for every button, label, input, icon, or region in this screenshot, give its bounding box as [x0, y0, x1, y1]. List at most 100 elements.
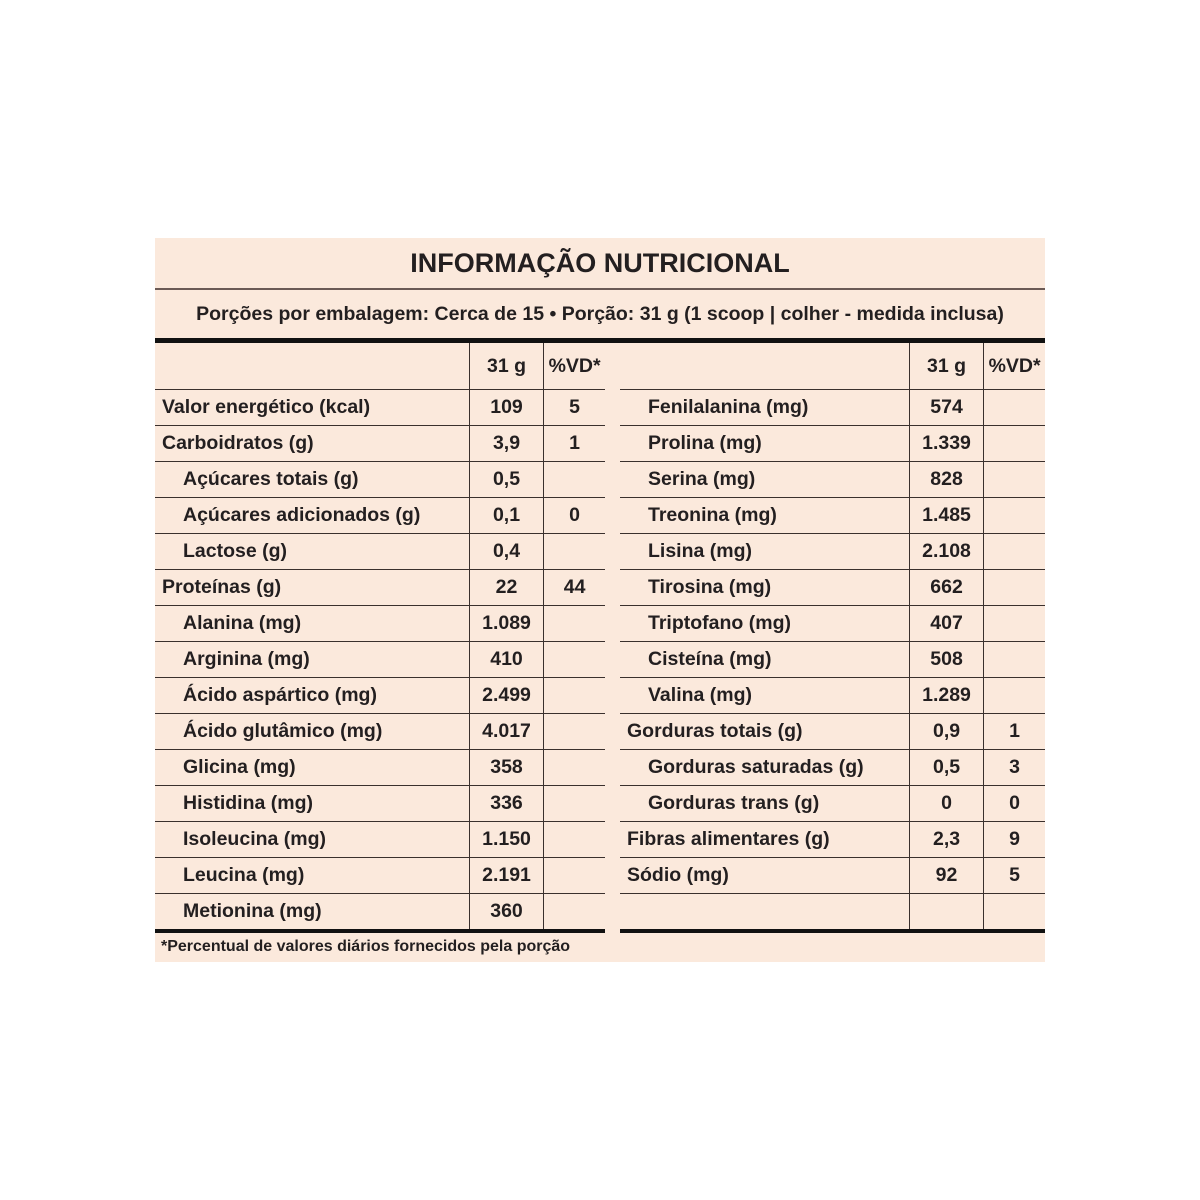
table-row: Tirosina (mg) 662 — [620, 569, 1045, 606]
nutrient-label: Açúcares adicionados (g) — [155, 497, 470, 534]
nutrient-vd — [543, 857, 605, 894]
nutrient-label: Lactose (g) — [155, 533, 470, 570]
table-row: Lisina (mg) 2.108 — [620, 533, 1045, 570]
header-row: 31 g %VD* — [620, 343, 1045, 390]
nutrient-vd — [543, 677, 605, 714]
table-row: Alanina (mg) 1.089 — [155, 605, 605, 642]
nutrition-table-right: 31 g %VD* Fenilalanina (mg) 574 Prolina (mg)… — [620, 343, 1045, 933]
table-row: Carboidratos (g) 3,9 1 — [155, 425, 605, 462]
nutrient-amount: 410 — [468, 641, 544, 678]
panel-title: INFORMAÇÃO NUTRICIONAL — [155, 238, 1045, 290]
nutrient-amount: 1.339 — [908, 425, 984, 462]
nutrient-vd — [983, 497, 1045, 534]
nutrient-amount: 1.150 — [468, 821, 544, 858]
nutrient-amount: 358 — [468, 749, 544, 786]
table-row: Ácido aspártico (mg) 2.499 — [155, 677, 605, 714]
nutrient-label: Leucina (mg) — [155, 857, 470, 894]
nutrient-vd — [983, 533, 1045, 570]
table-row: Gorduras totais (g) 0,9 1 — [620, 713, 1045, 750]
table-row: Fenilalanina (mg) 574 — [620, 389, 1045, 426]
nutrient-amount: 3,9 — [468, 425, 544, 462]
nutrient-vd: 1 — [543, 425, 605, 462]
header-row: 31 g %VD* — [155, 343, 605, 390]
nutrient-label: Treonina (mg) — [620, 497, 910, 534]
table-row: Treonina (mg) 1.485 — [620, 497, 1045, 534]
nutrient-label: Fenilalanina (mg) — [620, 389, 910, 426]
nutrient-label: Ácido aspártico (mg) — [155, 677, 470, 714]
nutrient-amount: 1.485 — [908, 497, 984, 534]
nutrient-amount: 0,4 — [468, 533, 544, 570]
nutrient-label: Gorduras trans (g) — [620, 785, 910, 822]
header-label — [155, 343, 470, 390]
nutrient-amount: 92 — [908, 857, 984, 894]
header-vd: %VD* — [543, 343, 605, 390]
nutrient-amount: 2.108 — [908, 533, 984, 570]
header-label — [620, 343, 910, 390]
nutrient-vd — [983, 569, 1045, 606]
table-row: Serina (mg) 828 — [620, 461, 1045, 498]
nutrient-vd: 0 — [543, 497, 605, 534]
nutrient-label: Gorduras saturadas (g) — [620, 749, 910, 786]
nutrient-amount: 0,1 — [468, 497, 544, 534]
nutrient-label: Sódio (mg) — [620, 857, 910, 894]
table-row: Ácido glutâmico (mg) 4.017 — [155, 713, 605, 750]
nutrient-label: Cisteína (mg) — [620, 641, 910, 678]
nutrient-vd: 3 — [983, 749, 1045, 786]
table-row: Lactose (g) 0,4 — [155, 533, 605, 570]
nutrient-label: Glicina (mg) — [155, 749, 470, 786]
nutrient-amount: 662 — [908, 569, 984, 606]
nutrient-amount: 109 — [468, 389, 544, 426]
nutrient-amount: 1.289 — [908, 677, 984, 714]
nutrient-amount: 828 — [908, 461, 984, 498]
nutrient-label: Proteínas (g) — [155, 569, 470, 606]
nutrient-amount: 0,5 — [468, 461, 544, 498]
nutrient-label: Alanina (mg) — [155, 605, 470, 642]
nutrient-amount: 360 — [468, 893, 544, 933]
header-vd: %VD* — [983, 343, 1045, 390]
nutrient-vd — [983, 677, 1045, 714]
nutrient-label: Gorduras totais (g) — [620, 713, 910, 750]
table-row: Cisteína (mg) 508 — [620, 641, 1045, 678]
nutrient-vd: 0 — [983, 785, 1045, 822]
nutrient-vd: 9 — [983, 821, 1045, 858]
footnote: *Percentual de valores diários fornecido… — [161, 938, 571, 955]
table-row: Triptofano (mg) 407 — [620, 605, 1045, 642]
nutrient-amount: 22 — [468, 569, 544, 606]
nutrient-label: Valina (mg) — [620, 677, 910, 714]
thick-divider — [155, 338, 1045, 343]
nutrient-vd — [543, 713, 605, 750]
table-row: Valor energético (kcal) 109 5 — [155, 389, 605, 426]
table-row: Açúcares adicionados (g) 0,1 0 — [155, 497, 605, 534]
header-amount: 31 g — [468, 343, 544, 390]
nutrient-vd — [543, 641, 605, 678]
nutrient-label: Fibras alimentares (g) — [620, 821, 910, 858]
nutrient-label: Histidina (mg) — [155, 785, 470, 822]
nutrient-label — [620, 893, 910, 933]
nutrient-vd — [543, 785, 605, 822]
nutrient-label: Carboidratos (g) — [155, 425, 470, 462]
table-row: Gorduras saturadas (g) 0,5 3 — [620, 749, 1045, 786]
nutrient-label: Lisina (mg) — [620, 533, 910, 570]
nutrient-vd — [983, 461, 1045, 498]
table-row: Leucina (mg) 2.191 — [155, 857, 605, 894]
nutrient-vd — [543, 605, 605, 642]
nutrient-amount — [908, 893, 984, 933]
table-row: Valina (mg) 1.289 — [620, 677, 1045, 714]
nutrient-amount: 508 — [908, 641, 984, 678]
nutrient-amount: 0 — [908, 785, 984, 822]
table-row: Sódio (mg) 92 5 — [620, 857, 1045, 894]
nutrient-label: Arginina (mg) — [155, 641, 470, 678]
nutrient-vd — [543, 821, 605, 858]
table-row: Metionina (mg) 360 — [155, 893, 605, 933]
nutrient-vd — [543, 461, 605, 498]
nutrient-amount: 2,3 — [908, 821, 984, 858]
nutrient-vd — [983, 425, 1045, 462]
nutrient-label: Isoleucina (mg) — [155, 821, 470, 858]
nutrient-vd: 44 — [543, 569, 605, 606]
nutrient-label: Valor energético (kcal) — [155, 389, 470, 426]
nutrient-label: Tirosina (mg) — [620, 569, 910, 606]
nutrient-vd — [983, 389, 1045, 426]
nutrient-vd — [983, 605, 1045, 642]
nutrition-table-left: 31 g %VD* Valor energético (kcal) 109 5 Carbo… — [155, 343, 605, 933]
table-row — [620, 893, 1045, 933]
